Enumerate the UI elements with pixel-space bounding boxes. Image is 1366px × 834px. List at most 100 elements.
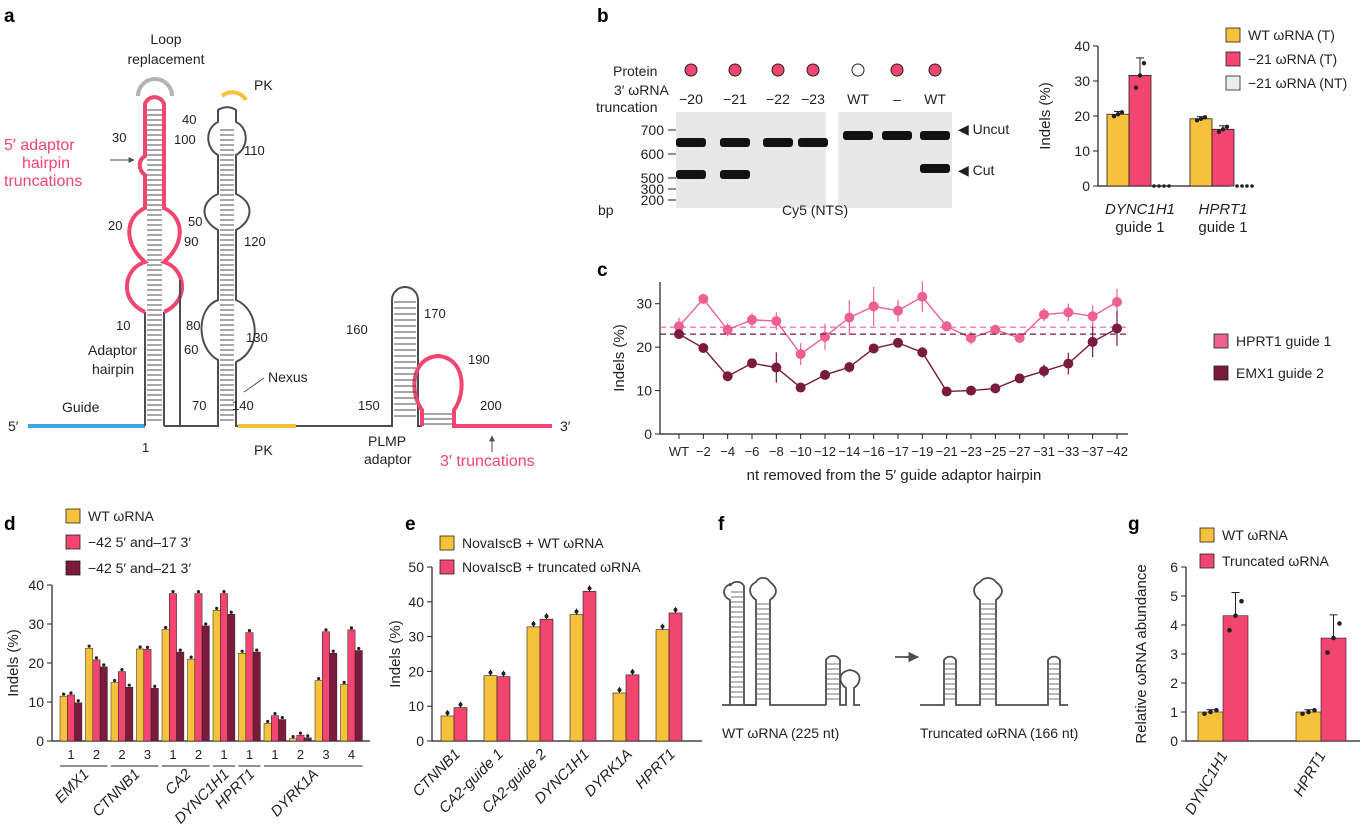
bar (496, 676, 511, 742)
bar (1295, 711, 1322, 742)
x-tick-label: WT (669, 444, 689, 459)
data-point (698, 293, 709, 304)
bar (187, 658, 196, 742)
bar-point (1194, 118, 1200, 123)
wt-middle-hairpin (744, 576, 826, 706)
guide-number-label: 1 (271, 747, 278, 762)
guide-number-label: 2 (195, 747, 202, 762)
y-tick-label: 10 (636, 383, 652, 399)
legend-swatch (65, 560, 81, 576)
bar-point (171, 589, 175, 594)
pos-120: 120 (244, 234, 266, 249)
gel-image-right (838, 112, 952, 208)
panel-f-schematic (722, 576, 1068, 706)
y-tick-label: 50 (408, 559, 424, 575)
bar-point (153, 684, 157, 688)
x-tick-label: −10 (790, 444, 812, 459)
bar (526, 626, 541, 742)
legend-swatch (439, 535, 455, 551)
x-tick-label: −17 (887, 444, 909, 459)
category-label: HPRT1 (1290, 749, 1329, 800)
data-point (698, 343, 709, 354)
data-point (1014, 373, 1025, 384)
bar (612, 692, 627, 742)
y-tick-label: 2 (1170, 675, 1178, 691)
loop-replacement-label: Loop (150, 31, 181, 47)
guide-number-label: 3 (322, 747, 329, 762)
data-point (747, 358, 757, 369)
data-point (1112, 323, 1122, 334)
bar-point (164, 625, 168, 630)
bar-point (1227, 627, 1232, 633)
legend-swatch (1213, 365, 1229, 381)
bar-point (617, 687, 622, 692)
gel-lane-label: −20 (679, 91, 703, 107)
bar (1222, 615, 1249, 742)
bar-point (574, 609, 579, 614)
bar (245, 632, 254, 742)
pk-top-label: PK (254, 77, 273, 93)
bar-point (331, 649, 335, 653)
wt-3prime-hairpins (825, 654, 861, 706)
gel-lane-label: −22 (766, 91, 790, 107)
bar (59, 695, 68, 742)
legend-label: NovaIscB + truncated ωRNA (462, 559, 641, 575)
pos-200: 200 (480, 398, 502, 413)
bar (67, 694, 75, 742)
gel-band-uncut (798, 138, 828, 147)
panel-b-gel: Protein 3′ ωRNA truncation −20 −21 −22 −23 W… (596, 63, 1009, 218)
pos-1: 1 (142, 440, 149, 455)
middle-hairpin (180, 106, 360, 427)
pos-60: 60 (184, 342, 198, 357)
gel-band-uncut (720, 138, 750, 147)
bar-point (544, 614, 549, 619)
plmp-label-2: adaptor (364, 451, 412, 467)
bar-point (317, 676, 321, 681)
category-label: HPRT1 (632, 746, 679, 793)
gene-label: DYRK1A (268, 766, 322, 820)
legend-label: −21 ωRNA (NT) (1248, 75, 1347, 91)
bar-point (458, 702, 463, 707)
adaptor-hairpin-label-2: hairpin (92, 361, 134, 377)
adaptor-hairpin-label-1: Adaptor (88, 342, 137, 358)
gel-image-left (676, 112, 826, 208)
bar-point (1216, 129, 1222, 134)
legend-swatch (1225, 27, 1241, 43)
loop-replacement-arc (136, 77, 174, 97)
y-axis-label: Relative ωRNA abundance (1133, 564, 1150, 743)
y-tick-label: 6 (1170, 559, 1178, 575)
bar-point (488, 670, 493, 675)
x-tick-label: −27 (1009, 444, 1031, 459)
bar-point (1245, 184, 1249, 188)
bar-point (69, 691, 73, 695)
panel-d-bar-chart: 0 10 20 30 40 Indels (%) 1 2 2 3 1 2 1 1 1 2 3 4 EMX1CTNNB… (5, 508, 370, 827)
bar (85, 647, 94, 742)
bar-point (1250, 184, 1254, 188)
data-point (844, 312, 855, 323)
bar (1197, 711, 1224, 742)
adaptor-trunc-label-2: hairpin (22, 155, 70, 172)
legend-label: WT ωRNA (88, 508, 155, 524)
bar (1320, 637, 1347, 742)
bar (1211, 128, 1235, 187)
bar (625, 674, 640, 742)
category-sub-label: guide 1 (1115, 219, 1164, 236)
data-point (941, 321, 952, 332)
panel-letter-d: d (4, 514, 16, 535)
data-point (1039, 366, 1049, 377)
pos-150: 150 (358, 398, 380, 413)
bar (347, 629, 356, 742)
y-tick-label: 30 (408, 629, 424, 645)
x-tick-label: −14 (838, 444, 860, 459)
bar-point (189, 655, 193, 659)
y-tick-label: 40 (28, 577, 44, 593)
bar (194, 593, 203, 742)
pos-40: 40 (182, 112, 196, 127)
x-tick-label: −16 (863, 444, 885, 459)
bar (278, 719, 287, 742)
bar-point (1233, 613, 1238, 619)
y-tick-label: 20 (1074, 108, 1090, 124)
bar (440, 715, 455, 742)
bar-point (1239, 598, 1244, 604)
